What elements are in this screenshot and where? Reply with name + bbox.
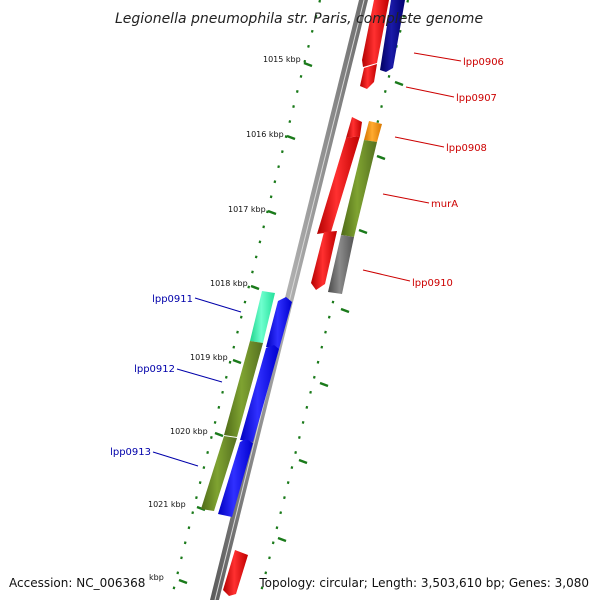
major-tick: [298, 458, 308, 465]
gene-label-lpp0908[interactable]: lpp0908: [446, 143, 487, 154]
accession-text: Accession: NC_006368: [9, 576, 145, 590]
tick-label: 1019 kbp: [190, 353, 228, 362]
major-tick: [250, 284, 260, 291]
forward-strand-genes: [223, 0, 405, 596]
tick-label: 1017 kbp: [228, 205, 266, 214]
gene-lpp0911[interactable]: [250, 291, 275, 343]
gene-label-lpp0913[interactable]: lpp0913: [110, 447, 151, 458]
tick-label: 1021 kbp: [148, 500, 186, 509]
major-tick: [196, 505, 206, 512]
major-tick: [340, 307, 350, 314]
gene-blue-1[interactable]: [266, 297, 292, 349]
gene-red-bottom[interactable]: [223, 550, 248, 596]
major-tick: [286, 134, 296, 141]
tick-label: 1015 kbp: [263, 55, 301, 64]
gene-lpp0913[interactable]: [201, 436, 237, 511]
tick-label: 1018 kbp: [210, 279, 248, 288]
gene-blue-2[interactable]: [240, 345, 279, 442]
gene-lpp0906[interactable]: [362, 0, 389, 67]
major-tick: [319, 381, 329, 388]
position-labels: 1015 kbp 1016 kbp 1017 kbp 1018 kbp 1019…: [148, 55, 301, 509]
leader-line: [152, 451, 199, 467]
major-tick: [358, 228, 368, 235]
leader-line: [176, 368, 223, 383]
inner-tick-ring: [169, 0, 322, 600]
gene-label-lpp0907[interactable]: lpp0907: [456, 93, 497, 104]
gene-label-murA[interactable]: murA: [431, 199, 458, 210]
tick-label: 1016 kbp: [246, 130, 284, 139]
leader-line: [394, 136, 445, 148]
reverse-leader-lines: [152, 297, 242, 467]
gene-lpp0910[interactable]: [328, 235, 354, 294]
gene-orange[interactable]: [364, 121, 382, 142]
gene-blue-3[interactable]: [218, 439, 253, 517]
gene-label-lpp0910[interactable]: lpp0910: [412, 278, 453, 289]
leader-line: [362, 269, 411, 282]
gene-label-lpp0911[interactable]: lpp0911: [152, 294, 193, 305]
gene-lpp0907[interactable]: [380, 0, 405, 72]
topology-text: Topology: circular; Length: 3,503,610 bp…: [258, 576, 589, 590]
major-tick: [277, 536, 287, 543]
reverse-strand-genes: [201, 291, 292, 517]
leader-line: [194, 297, 242, 313]
gene-label-lpp0906[interactable]: lpp0906: [463, 57, 504, 68]
forward-leader-lines: [362, 52, 462, 282]
gene-lpp0910-red[interactable]: [311, 231, 337, 290]
reverse-gene-labels: lpp0911 lpp0912 lpp0913: [110, 294, 193, 458]
footer-kbp-label: kbp: [149, 573, 164, 582]
leader-line: [405, 86, 455, 98]
major-ticks-outer: [277, 80, 404, 543]
leader-line: [382, 193, 430, 204]
major-tick: [267, 209, 277, 216]
gene-label-lpp0912[interactable]: lpp0912: [134, 364, 175, 375]
major-tick: [214, 431, 224, 438]
gene-murA[interactable]: [341, 140, 377, 237]
gene-lpp0906-tail[interactable]: [360, 64, 377, 89]
major-tick: [303, 61, 313, 68]
gene-lpp0908-body[interactable]: [317, 136, 360, 234]
tick-label: 1020 kbp: [170, 427, 208, 436]
major-ticks-inner: [178, 61, 313, 585]
map-title: Legionella pneumophila str. Paris, compl…: [115, 11, 483, 27]
major-tick: [232, 358, 242, 365]
gene-lpp0908[interactable]: [346, 117, 362, 138]
major-tick: [394, 80, 404, 87]
major-tick: [178, 578, 188, 585]
leader-line: [413, 52, 462, 62]
major-tick: [376, 154, 386, 161]
forward-gene-labels: lpp0906 lpp0907 lpp0908 murA lpp0910: [412, 57, 504, 289]
gene-lpp0912[interactable]: [224, 341, 263, 437]
